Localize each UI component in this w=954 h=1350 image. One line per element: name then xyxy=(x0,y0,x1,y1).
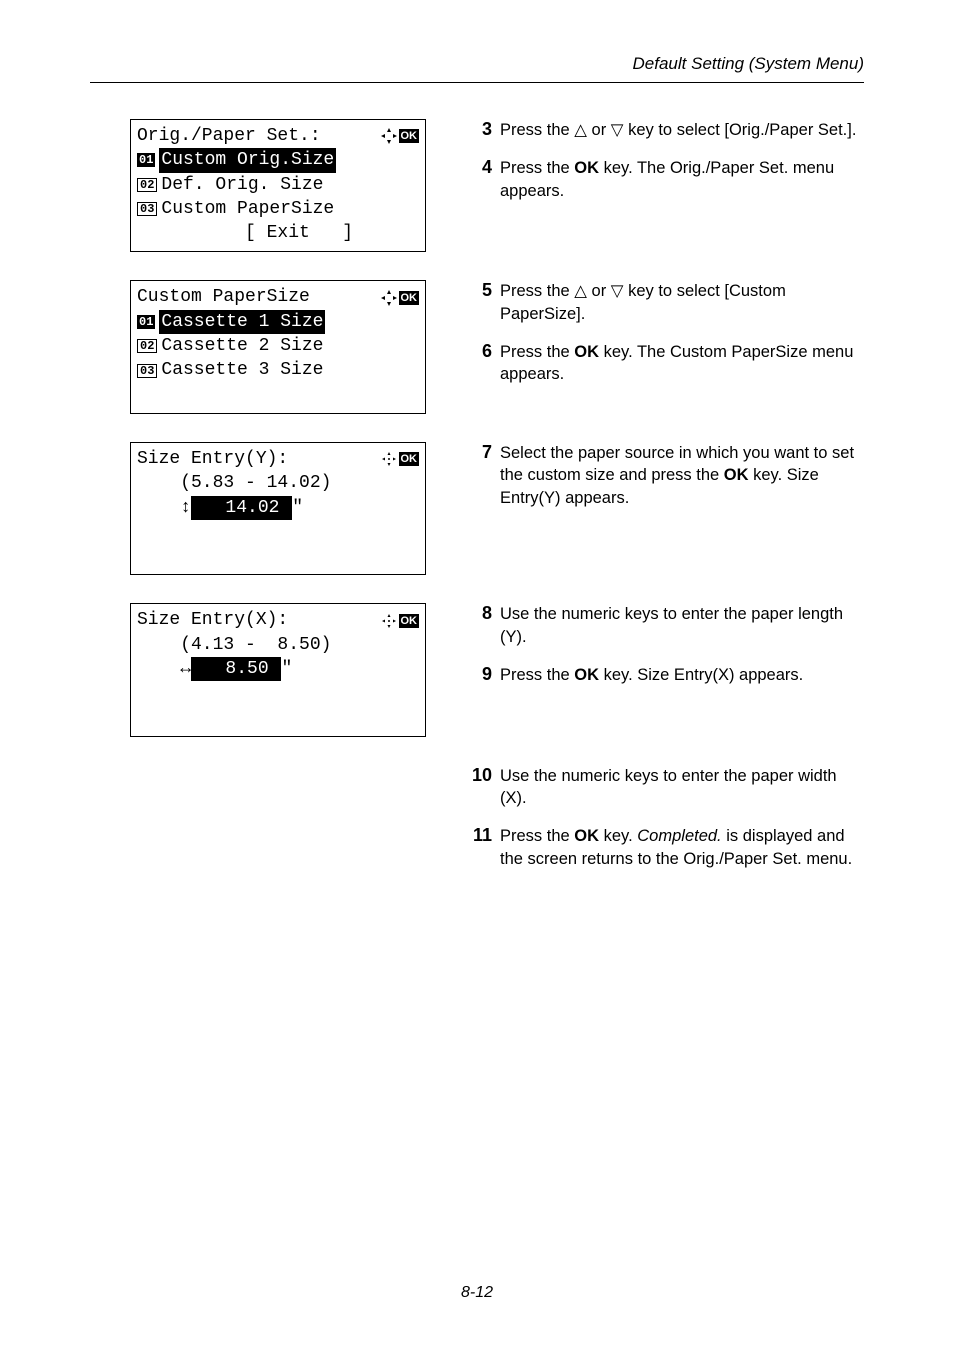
lcd-raw-row xyxy=(137,706,419,730)
step-number: 3 xyxy=(470,119,500,141)
arrow-icon: ↔ xyxy=(180,657,191,681)
arrow-icon: ↕ xyxy=(180,496,191,520)
step-number: 10 xyxy=(470,765,500,810)
lcd-title-text: Custom PaperSize xyxy=(137,285,310,309)
steps-column: 10Use the numeric keys to enter the pape… xyxy=(450,765,864,870)
lcd-menu-row: 03 Cassette 3 Size xyxy=(137,358,419,382)
lcd-menu-row: 03 Custom PaperSize xyxy=(137,197,419,221)
step-text: Use the numeric keys to enter the paper … xyxy=(500,603,864,648)
lcd-title-row: Orig./Paper Set.: OK xyxy=(137,124,419,148)
row-number: 01 xyxy=(137,153,155,167)
row-number: 03 xyxy=(137,202,157,216)
lcd-menu-row: 01 Custom Orig.Size xyxy=(137,148,419,172)
lcd-screen: Size Entry(X): OK (4.13 - 8.50) ↔ 8.50 " xyxy=(130,603,426,736)
steps-column: 8Use the numeric keys to enter the paper… xyxy=(450,603,864,686)
lcd-raw-row: (4.13 - 8.50) xyxy=(137,633,419,657)
step: 3Press the △ or ▽ key to select [Orig./P… xyxy=(470,119,864,141)
step-number: 8 xyxy=(470,603,500,648)
row-number: 02 xyxy=(137,178,157,192)
lcd-title-row: Custom PaperSize OK xyxy=(137,285,419,309)
step: 8Use the numeric keys to enter the paper… xyxy=(470,603,864,648)
lcd-raw-row: (5.83 - 14.02) xyxy=(137,471,419,495)
entry-value: 8.50 xyxy=(191,657,281,681)
lcd-title-text: Orig./Paper Set.: xyxy=(137,124,321,148)
step: 11Press the OK key. Completed. is displa… xyxy=(470,825,864,870)
ok-icon: OK xyxy=(399,614,420,628)
step-text: Press the OK key. The Orig./Paper Set. m… xyxy=(500,157,864,202)
ok-icon: OK xyxy=(399,291,420,305)
row-text: Cassette 3 Size xyxy=(161,358,323,382)
row-number: 01 xyxy=(137,315,155,329)
lcd-menu-row: 01 Cassette 1 Size xyxy=(137,310,419,334)
lcd-footer-row: [ Exit ] xyxy=(137,221,419,245)
lcd-title-text: Size Entry(X): xyxy=(137,608,288,632)
entry-value: 14.02 xyxy=(191,496,292,520)
steps-column: 7Select the paper source in which you wa… xyxy=(450,442,864,509)
step-number: 5 xyxy=(470,280,500,325)
row-text: Cassette 1 Size xyxy=(159,310,325,334)
content-block: Size Entry(X):OK (4.13 - 8.50) ↔ 8.50 " … xyxy=(90,603,864,736)
lcd-footer-row xyxy=(137,383,419,407)
row-text: Cassette 2 Size xyxy=(161,334,323,358)
page: Default Setting (System Menu) Orig./Pape… xyxy=(0,0,954,1350)
ok-icon: OK xyxy=(399,129,420,143)
content-block: Custom PaperSize OK 01 Cassette 1 Size02 Cas… xyxy=(90,280,864,413)
step-text: Select the paper source in which you wan… xyxy=(500,442,864,509)
step-text: Press the OK key. Size Entry(X) appears. xyxy=(500,664,803,686)
step-number: 11 xyxy=(470,825,500,870)
step-text: Press the △ or ▽ key to select [Custom P… xyxy=(500,280,864,325)
content-block: Size Entry(Y): OK (5.83 - 14.02) ↕ 14.02 … xyxy=(90,442,864,575)
lcd-raw-row xyxy=(137,681,419,705)
lcd-screen: Custom PaperSize OK 01 Cassette 1 Size02 Cas… xyxy=(130,280,426,413)
step-text: Use the numeric keys to enter the paper … xyxy=(500,765,864,810)
lcd-title-row: Size Entry(X): OK xyxy=(137,608,419,632)
content-block: 10Use the numeric keys to enter the pape… xyxy=(90,765,864,870)
step: 7Select the paper source in which you wa… xyxy=(470,442,864,509)
steps-column: 3Press the △ or ▽ key to select [Orig./P… xyxy=(450,119,864,202)
step: 6Press the OK key. The Custom PaperSize … xyxy=(470,341,864,386)
lcd-menu-row: 02 Cassette 2 Size xyxy=(137,334,419,358)
row-text: Custom Orig.Size xyxy=(159,148,336,172)
row-number: 03 xyxy=(137,364,157,378)
page-number: 8-12 xyxy=(0,1284,954,1302)
ok-icon: OK xyxy=(399,452,420,466)
step-text: Press the OK key. The Custom PaperSize m… xyxy=(500,341,864,386)
step: 5Press the △ or ▽ key to select [Custom … xyxy=(470,280,864,325)
row-text: Custom PaperSize xyxy=(161,197,334,221)
content-block: Orig./Paper Set.: OK 01 Custom Orig.Size02 D… xyxy=(90,119,864,252)
header-rule xyxy=(90,82,864,83)
lcd-title-text: Size Entry(Y): xyxy=(137,447,288,471)
steps-column: 5Press the △ or ▽ key to select [Custom … xyxy=(450,280,864,385)
lcd-screen: Orig./Paper Set.: OK 01 Custom Orig.Size02 D… xyxy=(130,119,426,252)
step-number: 9 xyxy=(470,664,500,686)
step: 10Use the numeric keys to enter the pape… xyxy=(470,765,864,810)
lcd-title-row: Size Entry(Y): OK xyxy=(137,447,419,471)
step: 9Press the OK key. Size Entry(X) appears… xyxy=(470,664,864,686)
lcd-raw-row: ↔ 8.50 " xyxy=(137,657,419,681)
step-number: 7 xyxy=(470,442,500,509)
step-text: Press the △ or ▽ key to select [Orig./Pa… xyxy=(500,119,856,141)
lcd-raw-row xyxy=(137,520,419,544)
lcd-raw-row xyxy=(137,544,419,568)
lcd-screen: Size Entry(Y): OK (5.83 - 14.02) ↕ 14.02 … xyxy=(130,442,426,575)
content: Orig./Paper Set.:OK01Custom Orig.Size02D… xyxy=(90,119,864,870)
step-number: 4 xyxy=(470,157,500,202)
lcd-menu-row: 02 Def. Orig. Size xyxy=(137,173,419,197)
step-number: 6 xyxy=(470,341,500,386)
step: 4Press the OK key. The Orig./Paper Set. … xyxy=(470,157,864,202)
header-title: Default Setting (System Menu) xyxy=(90,54,864,74)
step-text: Press the OK key. Completed. is displaye… xyxy=(500,825,864,870)
lcd-raw-row: ↕ 14.02 " xyxy=(137,496,419,520)
row-text: Def. Orig. Size xyxy=(161,173,323,197)
row-number: 02 xyxy=(137,339,157,353)
